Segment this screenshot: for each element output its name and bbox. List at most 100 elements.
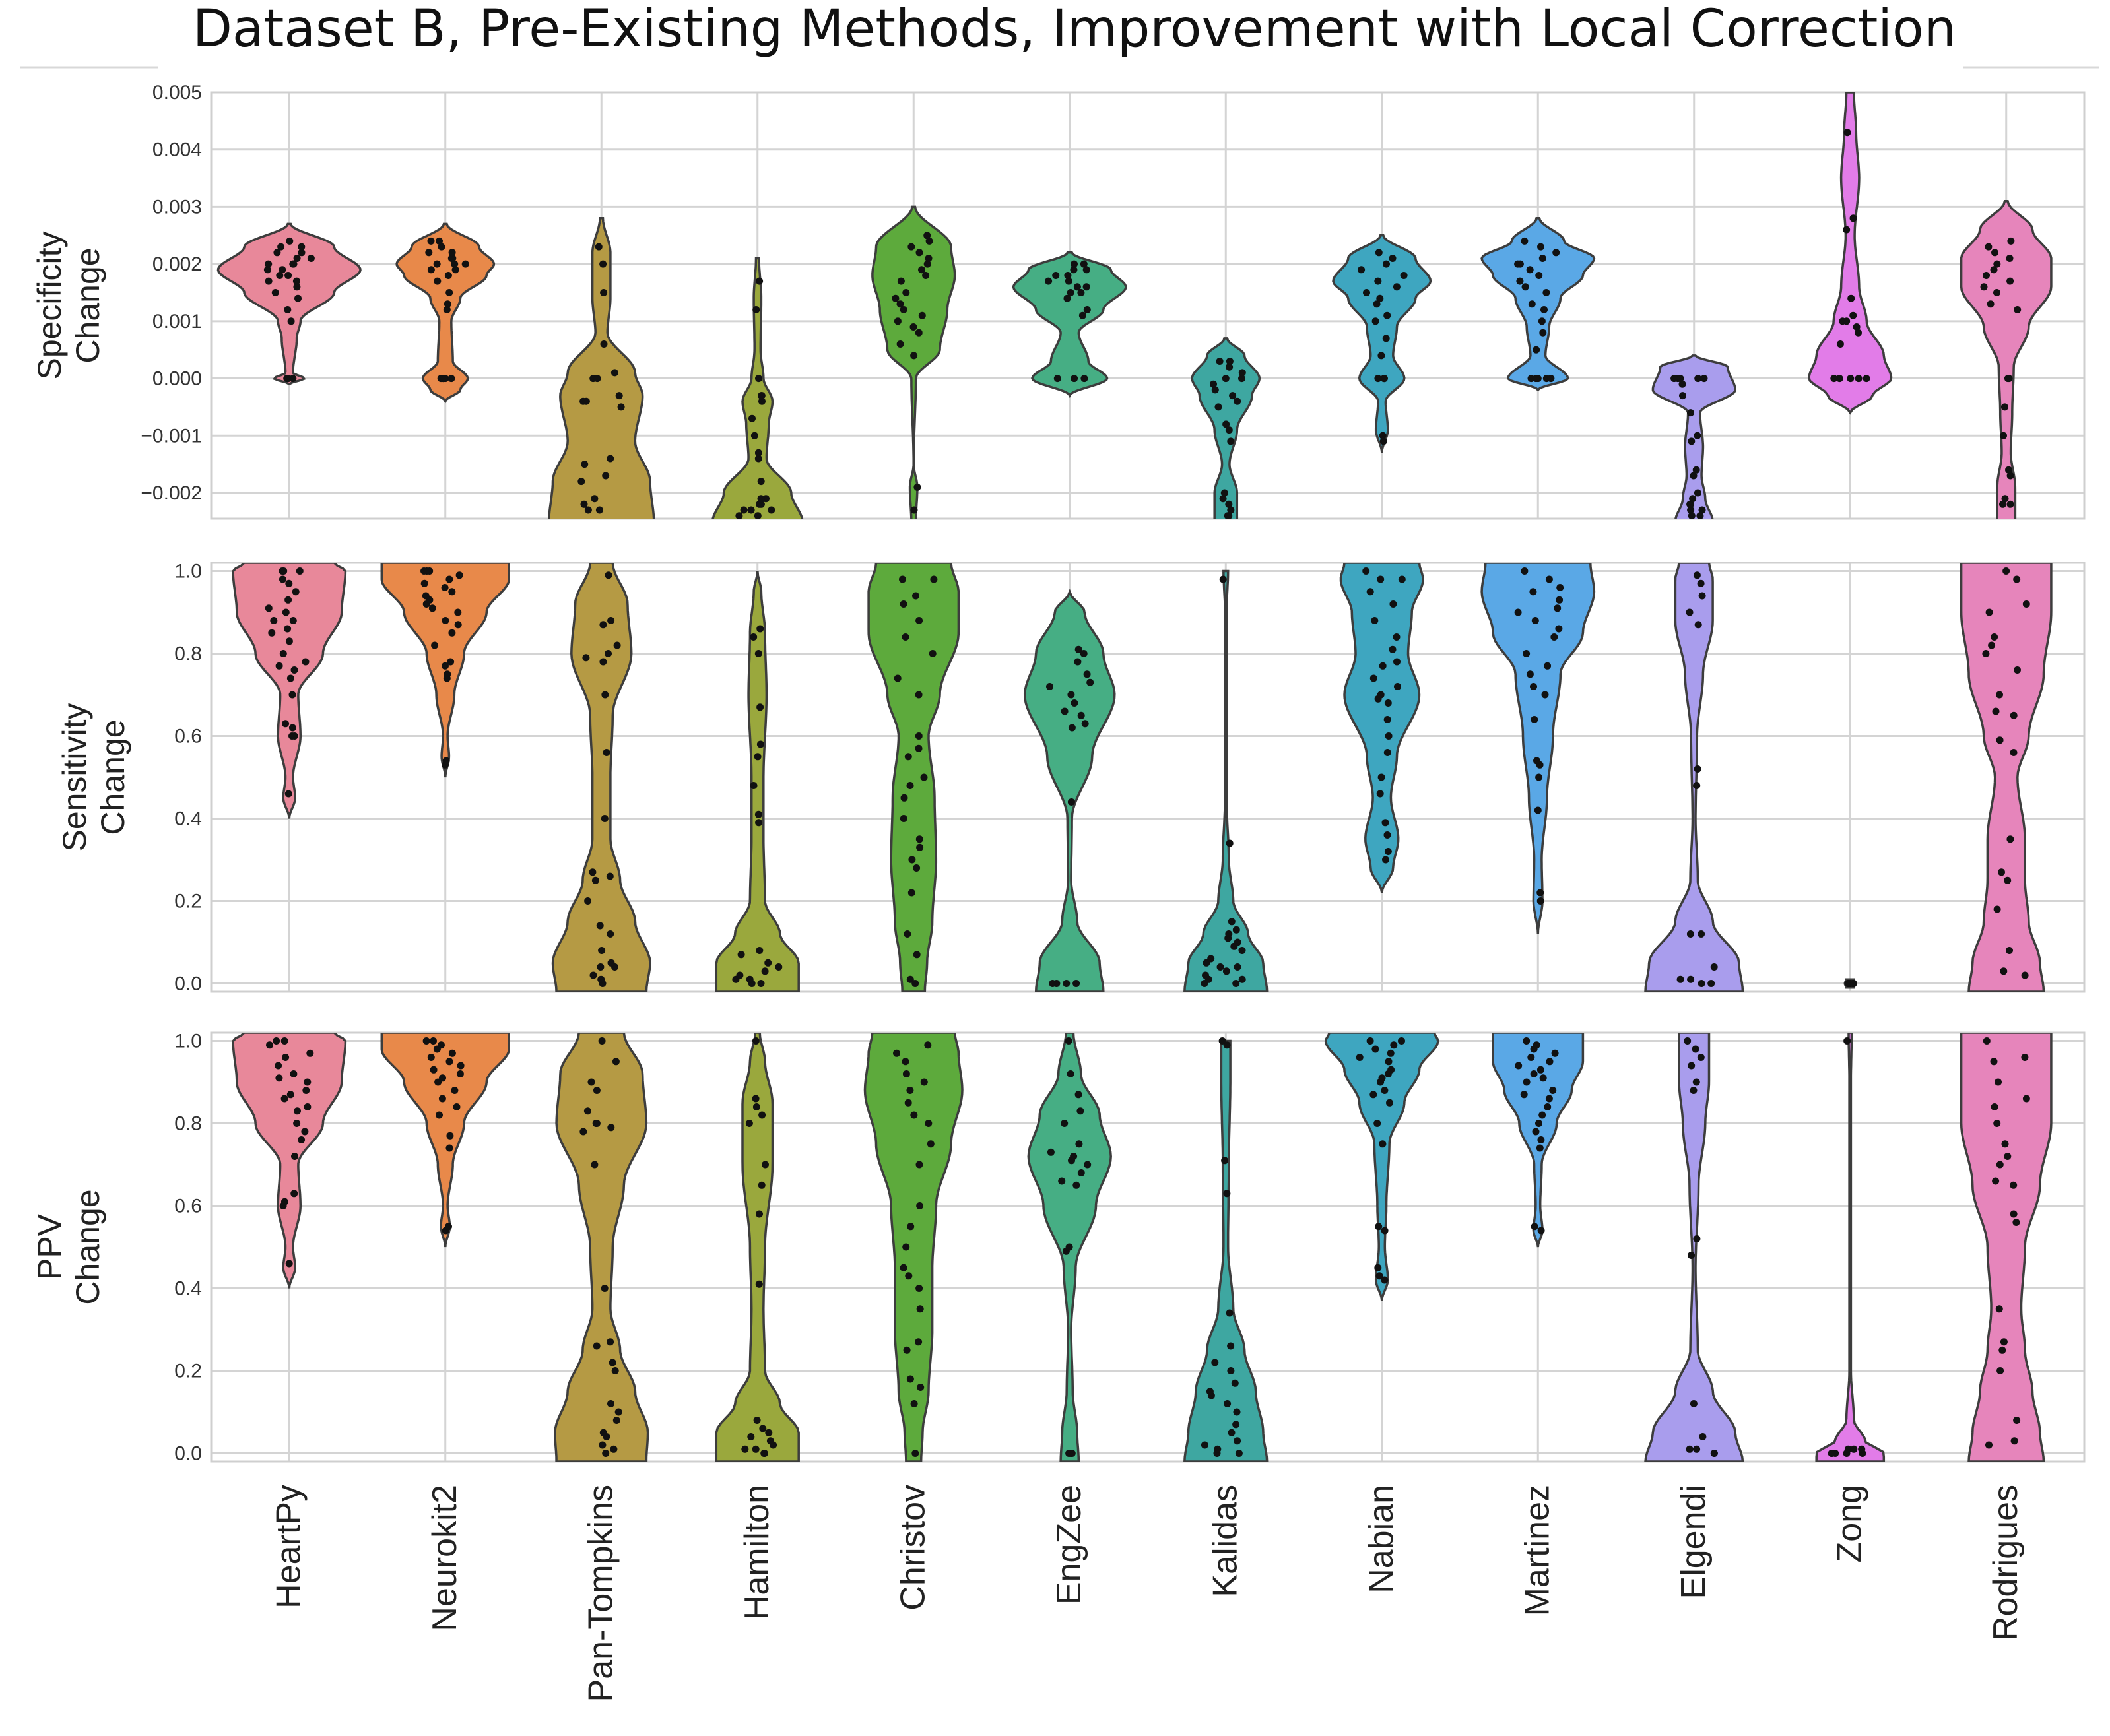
data-point (1064, 272, 1072, 279)
data-point (1373, 1120, 1381, 1127)
data-point (1855, 329, 1862, 337)
data-point (280, 1037, 288, 1045)
data-point (422, 1037, 430, 1045)
data-point (1550, 633, 1558, 641)
data-point (747, 1433, 755, 1440)
data-point (2022, 1095, 2030, 1103)
data-point (442, 617, 449, 624)
data-point (1071, 375, 1078, 383)
data-point (601, 691, 609, 699)
data-point (1853, 323, 1861, 331)
data-point (923, 232, 931, 240)
data-point (292, 588, 300, 596)
data-point (2007, 237, 2015, 245)
data-point (286, 237, 294, 245)
data-point (1556, 596, 1564, 604)
data-point (436, 1111, 443, 1119)
data-point (757, 495, 765, 503)
data-point (1074, 658, 1082, 666)
data-point (735, 512, 743, 519)
data-point (1688, 1062, 1696, 1070)
data-point (276, 272, 284, 279)
data-point (755, 1280, 763, 1288)
data-point (1539, 1074, 1547, 1082)
data-point (607, 455, 614, 463)
data-point (1071, 260, 1078, 268)
violin-nabian (1339, 563, 1424, 893)
data-point (737, 951, 745, 959)
data-point (1234, 938, 1241, 946)
data-point (925, 1120, 933, 1127)
data-point (599, 1441, 607, 1449)
data-point (1226, 363, 1234, 371)
x-tick-label: Martinez (1518, 1485, 1556, 1616)
violins-group (232, 1033, 2053, 1462)
data-point (756, 277, 764, 285)
data-point (906, 1087, 914, 1094)
data-point (1383, 831, 1391, 839)
data-point (764, 959, 772, 967)
data-point (422, 592, 430, 600)
data-point (918, 311, 926, 319)
data-point (298, 1136, 306, 1143)
data-point (741, 1445, 749, 1453)
data-point (1980, 283, 1988, 291)
data-point (1224, 1400, 1232, 1407)
data-point (1383, 260, 1390, 268)
data-point (1678, 380, 1686, 388)
data-point (752, 1037, 760, 1045)
data-point (453, 1103, 461, 1110)
data-point (765, 1429, 773, 1436)
data-point (1382, 335, 1390, 342)
data-point (756, 1210, 763, 1218)
data-point (304, 1078, 312, 1086)
data-point (1556, 584, 1564, 591)
data-point (1983, 1037, 1991, 1045)
data-point (1993, 905, 2001, 913)
data-point (1516, 277, 1524, 285)
data-point (894, 317, 902, 325)
data-point (293, 283, 301, 291)
data-point (1855, 375, 1863, 383)
data-point (1234, 397, 1241, 405)
data-point (1219, 575, 1227, 583)
data-point (1698, 592, 1706, 600)
data-point (293, 255, 301, 262)
data-point (611, 1367, 619, 1374)
data-point (2001, 495, 2009, 503)
data-point (1067, 1070, 1074, 1077)
data-point (599, 658, 607, 666)
data-point (923, 260, 931, 268)
data-point (1523, 1078, 1531, 1086)
data-point (1211, 1359, 1219, 1366)
data-point (1053, 375, 1061, 383)
data-point (1536, 1066, 1544, 1074)
data-point (1083, 306, 1091, 313)
data-point (1070, 1153, 1078, 1160)
data-point (1686, 608, 1694, 616)
data-point (597, 963, 605, 971)
data-point (1551, 1049, 1559, 1057)
data-point (1222, 420, 1230, 428)
data-point (442, 757, 450, 765)
data-point (1676, 975, 1684, 983)
data-point (436, 237, 443, 245)
data-point (1065, 1037, 1072, 1045)
y-axis-label-line: Change (69, 247, 106, 363)
data-point (1381, 1087, 1389, 1094)
y-tick-label: 0.2 (174, 891, 202, 913)
data-point (2010, 749, 2018, 756)
data-point (286, 674, 294, 682)
data-point (1379, 437, 1387, 445)
data-point (290, 666, 298, 674)
data-point (1985, 608, 1993, 616)
data-point (302, 658, 310, 666)
data-point (1516, 260, 1524, 268)
data-point (1400, 272, 1408, 279)
data-point (754, 753, 762, 761)
violin-engzee (1012, 251, 1127, 399)
data-point (1065, 277, 1072, 285)
data-point (752, 1095, 760, 1103)
data-point (584, 506, 592, 514)
